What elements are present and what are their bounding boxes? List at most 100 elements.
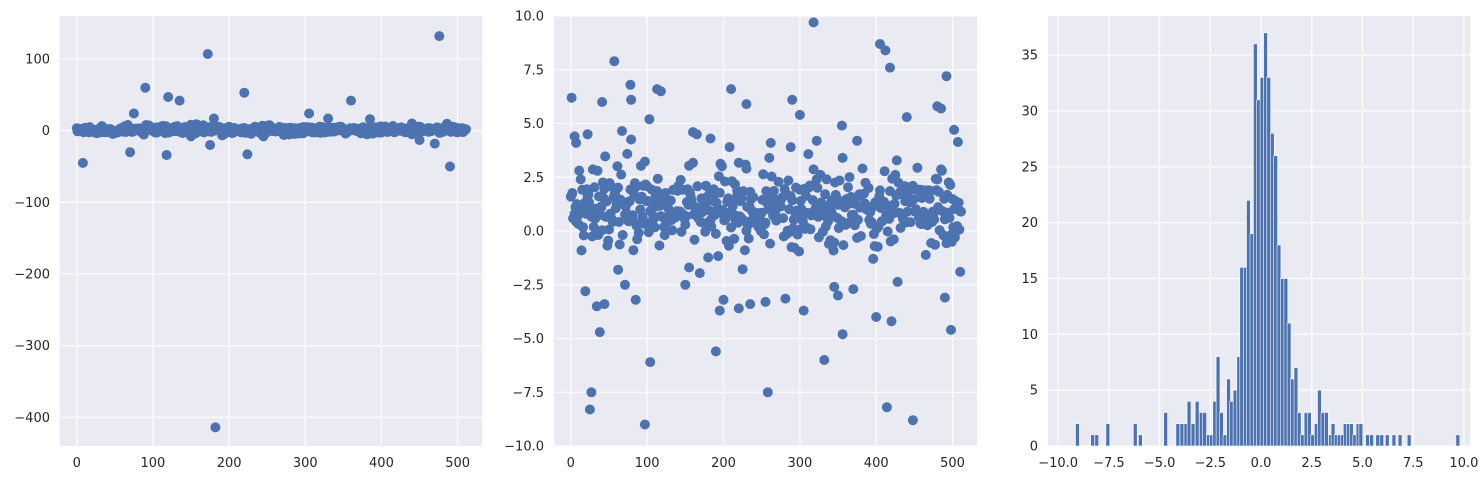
scatter-point [680, 219, 691, 230]
scatter-panel-full-range: 0 100 200 300 400 500 −400 −300 −200 −100 0 100 [14, 16, 482, 471]
scatter-point [714, 187, 725, 198]
scatter-point [855, 231, 866, 241]
y-tick-label: 35 [1021, 49, 1038, 64]
scatter-point [186, 131, 196, 142]
scatter-point [930, 239, 940, 250]
histogram-bar [1379, 434, 1385, 447]
scatter-point [163, 92, 174, 102]
x-tick-label: 500 [445, 456, 470, 471]
histogram-bar [1358, 423, 1364, 447]
scatter-point [765, 238, 776, 249]
scatter-point [748, 192, 759, 203]
histogram-bar [1179, 423, 1185, 447]
histogram-bar [1307, 412, 1312, 447]
scatter-point [242, 149, 253, 160]
scatter-point [600, 151, 611, 162]
scatter-point [837, 152, 848, 163]
scatter-point [955, 266, 966, 277]
scatter-point [762, 387, 773, 398]
scatter-point [717, 161, 727, 172]
scatter-point [625, 79, 636, 90]
scatter-point [765, 137, 776, 148]
scatter-point [655, 86, 666, 97]
x-tick-label: 100 [635, 456, 660, 471]
scatter-points [565, 17, 966, 430]
scatter-point [649, 222, 660, 233]
scatter-point [936, 165, 947, 176]
scatter-point [760, 217, 771, 228]
scatter-point [645, 357, 656, 368]
scatter-point [700, 180, 711, 191]
histogram-bar [1365, 434, 1370, 447]
scatter-point [128, 108, 139, 119]
x-tick-label: 200 [217, 456, 242, 471]
scatter-point [599, 299, 610, 310]
scatter-point [406, 129, 417, 140]
histogram-bar [1232, 389, 1238, 447]
scatter-point [941, 71, 952, 82]
scatter-point [591, 301, 602, 312]
scatter-point [630, 294, 641, 305]
histogram-bar [1369, 434, 1374, 447]
scatter-point [857, 163, 868, 174]
x-tick-label: 500 [940, 456, 965, 471]
scatter-point [743, 233, 754, 244]
scatter-point [626, 134, 637, 145]
scatter-point [863, 183, 874, 193]
scatter-point [811, 135, 822, 146]
scatter-point [812, 182, 823, 193]
histogram-bar [1175, 423, 1181, 447]
scatter-point [620, 279, 630, 290]
scatter-point [737, 264, 748, 275]
scatter-point [633, 227, 644, 238]
x-tick-label: 400 [864, 456, 889, 471]
scatter-point [759, 229, 769, 240]
histogram-bar [1190, 423, 1196, 447]
scatter-point [614, 239, 625, 250]
scatter-point [949, 124, 960, 135]
scatter-point [710, 228, 721, 239]
scatter-point [346, 95, 356, 106]
scatter-point [807, 195, 818, 206]
scatter-point [724, 142, 735, 153]
scatter-point [571, 137, 582, 148]
y-tick-label: 30 [1021, 104, 1038, 119]
scatter-point [798, 305, 809, 316]
scatter-point [905, 217, 916, 228]
scatter-point [885, 62, 895, 73]
scatter-point [566, 92, 577, 103]
histogram-bar [1406, 434, 1412, 447]
histogram-bar [1138, 434, 1143, 447]
scatter-point [727, 201, 738, 212]
y-tick-label: 0 [1030, 440, 1038, 455]
histogram-bar [1163, 412, 1168, 447]
scatter-point [886, 316, 897, 327]
scatter-point [829, 281, 840, 292]
scatter-point [780, 293, 791, 304]
y-tick-label: −2.5 [512, 278, 544, 293]
scatter-point [667, 225, 678, 236]
x-tick-label: −7.5 [1093, 456, 1125, 471]
scatter-point [304, 108, 315, 119]
scatter-point [414, 135, 425, 145]
scatter-point [837, 329, 848, 340]
scatter-point [626, 94, 637, 105]
y-tick-label: 5 [1030, 384, 1038, 399]
histogram-bar [1385, 434, 1390, 447]
scatter-point [445, 161, 455, 172]
scatter-point [681, 211, 692, 222]
scatter-point [710, 346, 721, 357]
scatter-point [844, 172, 855, 183]
scatter-point [665, 195, 676, 206]
scatter-point [680, 279, 691, 290]
scatter-point [258, 131, 269, 142]
scatter-point [603, 235, 614, 246]
scatter-point [706, 221, 717, 232]
scatter-point [745, 299, 756, 310]
scatter-point [208, 113, 219, 124]
scatter-point [609, 56, 620, 67]
scatter-point [868, 253, 879, 264]
scatter-point [787, 195, 798, 206]
y-tick-label: 5.0 [523, 117, 544, 132]
scatter-point [953, 197, 964, 208]
